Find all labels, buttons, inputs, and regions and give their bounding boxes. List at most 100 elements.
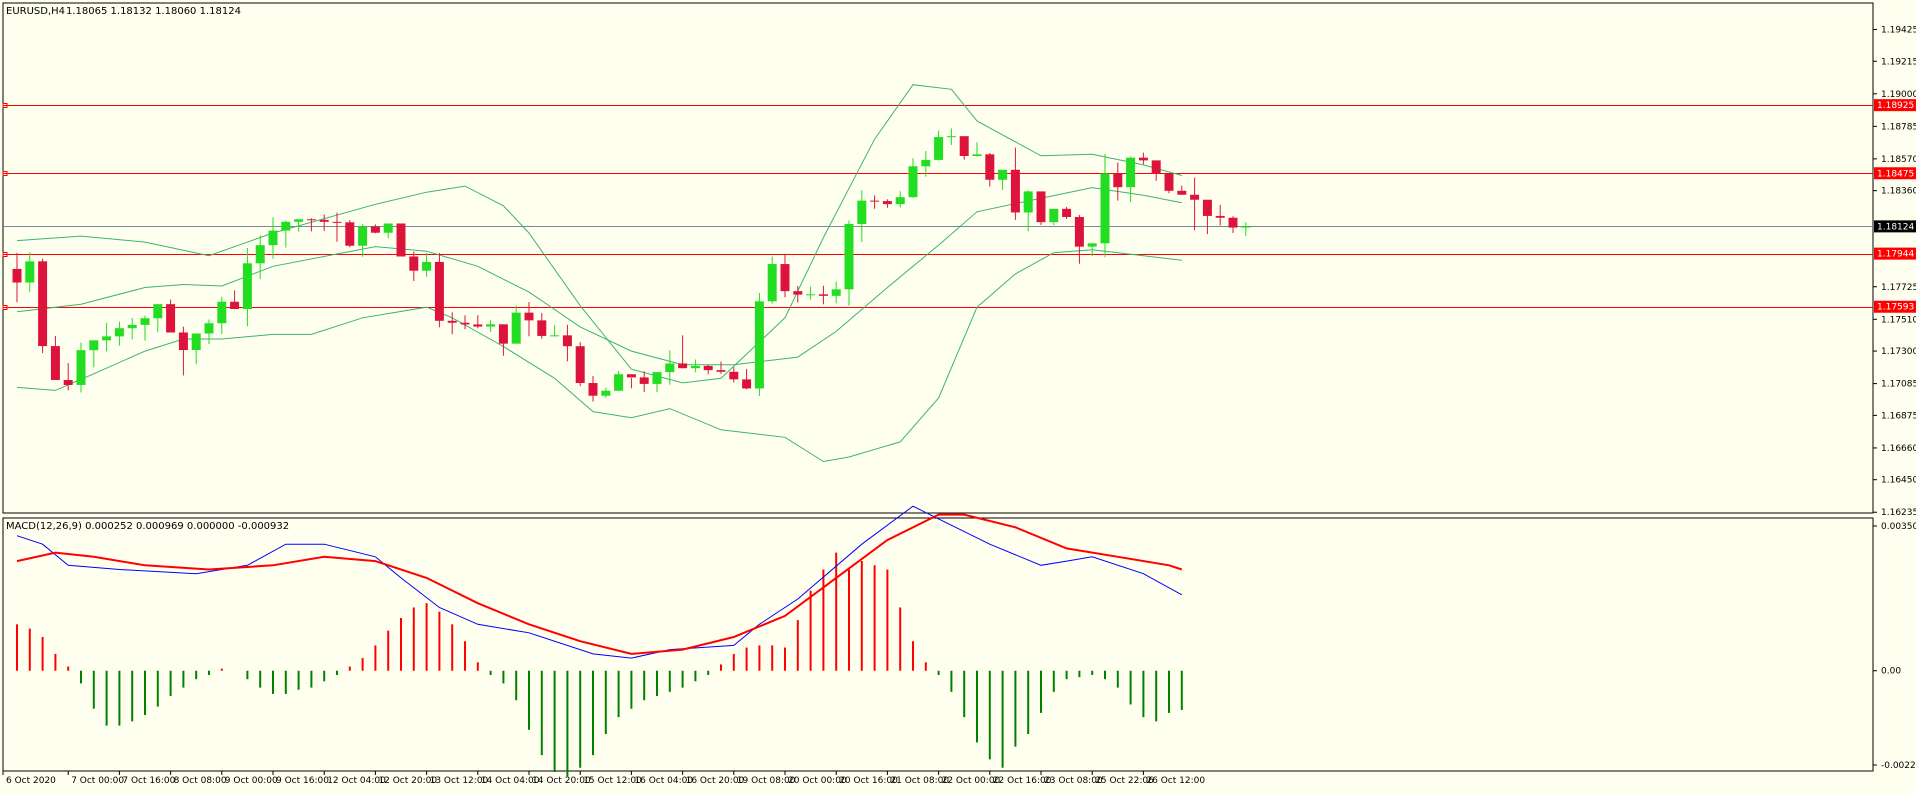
level-handle[interactable]: [2, 171, 8, 176]
price-label-text: 1.18475: [1877, 169, 1914, 179]
signal-line: [16, 513, 1183, 655]
candle-body: [934, 137, 944, 160]
candle-body: [38, 261, 48, 347]
candle: [1049, 208, 1059, 226]
candle: [383, 223, 393, 239]
time-tick-label: 7 Oct 00:00: [71, 776, 124, 786]
candle-body: [742, 379, 752, 389]
candle-body: [127, 324, 137, 329]
price-label-text: 1.17593: [1877, 303, 1914, 313]
candle: [166, 299, 176, 333]
candle: [217, 296, 227, 335]
candles: [12, 128, 1251, 402]
candle-body: [1023, 191, 1033, 213]
candle: [550, 325, 560, 337]
candle-body: [140, 318, 150, 325]
time-tick-label: 16 Oct 20:00: [686, 776, 745, 786]
candle: [1036, 191, 1046, 225]
candle: [191, 333, 201, 365]
level-handle[interactable]: [2, 103, 8, 108]
candle: [1074, 214, 1084, 264]
candle-body: [242, 263, 252, 309]
candle-body: [396, 223, 406, 257]
candle: [345, 220, 355, 248]
candle: [370, 224, 380, 234]
price-label-box: [1874, 220, 1916, 233]
time-tick-label: 12 Oct 20:00: [378, 776, 437, 786]
candle-body: [460, 322, 470, 325]
candle-body: [511, 312, 521, 344]
candle-body: [12, 268, 22, 283]
candle: [102, 322, 112, 352]
candle-body: [486, 324, 496, 327]
candle-body: [50, 346, 60, 380]
candle-body: [575, 346, 585, 384]
time-tick-label: 6 Oct 2020: [6, 776, 56, 786]
candle-body: [857, 200, 867, 224]
candle-body: [716, 370, 726, 372]
candle: [1138, 152, 1148, 165]
macd-axis: 0.003502 0.00 -0.002258: [1873, 522, 1916, 771]
candle-body: [1062, 208, 1072, 217]
candle: [1100, 154, 1110, 258]
candle: [882, 199, 892, 208]
candle-body: [831, 289, 841, 296]
macd-tick-label: 0.00: [1881, 667, 1901, 677]
candle: [793, 285, 803, 303]
candle: [268, 217, 278, 259]
price-label-box: [1874, 99, 1916, 112]
time-tick-label: 26 Oct 12:00: [1146, 776, 1205, 786]
candle: [1126, 156, 1136, 203]
candle: [434, 253, 444, 328]
level-handle[interactable]: [2, 252, 8, 257]
price-label-text: 1.18124: [1877, 222, 1914, 232]
price-label-box: [1874, 247, 1916, 260]
candle: [1010, 147, 1020, 220]
candle-body: [1202, 199, 1212, 216]
candle-body: [447, 320, 457, 323]
candle: [255, 235, 265, 280]
time-axis: 6 Oct 2020 7 Oct 00:007 Oct 16:008 Oct 08…: [2, 771, 1205, 786]
candle-body: [601, 390, 611, 396]
candle-body: [946, 136, 956, 138]
candle-body: [434, 261, 444, 321]
candle-body: [332, 221, 342, 223]
macd-tick-label: 0.003502: [1881, 522, 1916, 532]
candle-body: [1241, 226, 1251, 228]
candle: [742, 368, 752, 390]
candle-body: [972, 154, 982, 156]
candle-body: [255, 245, 265, 264]
price-axis: 1.19425 1.19215 1.19000 1.18785 1.18570 1.183…: [1873, 25, 1916, 518]
candle: [729, 367, 739, 383]
candle: [140, 315, 150, 341]
candle: [114, 321, 124, 346]
level-handle[interactable]: [2, 305, 8, 310]
candle-body: [1177, 190, 1187, 195]
candle: [985, 152, 995, 187]
candle: [1087, 243, 1097, 257]
candle: [230, 290, 240, 310]
candle-body: [1113, 173, 1123, 188]
candle-body: [844, 223, 854, 290]
candle-body: [281, 221, 291, 231]
candle-body: [678, 363, 688, 369]
candle-body: [383, 223, 393, 233]
candle: [575, 342, 585, 387]
price-tick-label: 1.19000: [1881, 90, 1916, 100]
candle-body: [806, 294, 816, 296]
candle-body: [818, 294, 828, 296]
candle: [89, 340, 99, 368]
time-tick-label: 21 Oct 08:00: [890, 776, 949, 786]
time-tick-label: 9 Oct 16:00: [276, 776, 329, 786]
candle-body: [1010, 169, 1020, 213]
time-tick-label: 14 Oct 20:00: [532, 776, 591, 786]
price-tick-label: 1.18785: [1881, 122, 1916, 132]
band-lower-line: [16, 249, 1182, 463]
candle: [127, 317, 137, 340]
price-tick-label: 1.18570: [1881, 155, 1916, 165]
time-tick-label: 8 Oct 08:00: [174, 776, 227, 786]
candle: [588, 376, 598, 402]
candle-body: [665, 363, 675, 373]
candle: [844, 220, 854, 306]
level-lines: [2, 103, 1873, 310]
